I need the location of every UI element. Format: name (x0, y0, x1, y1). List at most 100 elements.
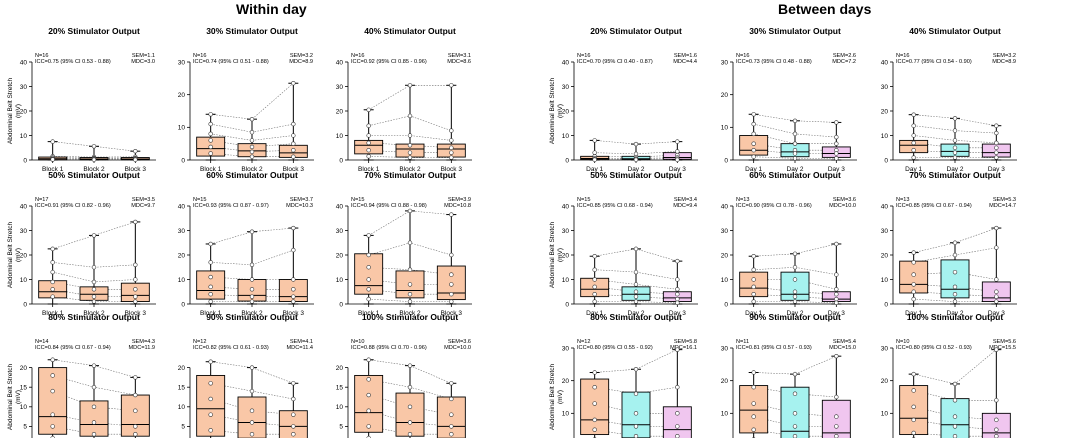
data-point (751, 385, 756, 390)
data-point (208, 412, 213, 417)
data-point (633, 269, 639, 275)
data-point (751, 121, 756, 127)
x-tick-label: Day 3 (669, 310, 686, 317)
data-point (208, 274, 213, 280)
data-point (50, 279, 55, 285)
data-point (208, 151, 213, 156)
data-point (592, 267, 597, 272)
data-point (675, 258, 680, 264)
data-point (834, 414, 839, 419)
data-point (366, 377, 371, 382)
y-axis-unit: (mV) (557, 248, 564, 262)
data-point (249, 154, 255, 159)
panel-title: 40% Stimulator Output (909, 26, 1001, 36)
panel-n: N=16 (577, 53, 591, 59)
data-point (208, 131, 213, 137)
panel-title: 70% Stimulator Output (364, 170, 456, 180)
panel-sem: SEM=3.4 (674, 197, 697, 203)
y-tick-label: 20 (881, 108, 889, 115)
data-point (834, 272, 839, 277)
data-point (291, 381, 296, 386)
y-axis-label: Abdominal Belt Stretch (549, 78, 556, 145)
data-point (407, 299, 413, 304)
data-point (407, 208, 413, 214)
y-tick-label: 40 (178, 203, 186, 210)
data-point (133, 424, 138, 429)
data-point (449, 282, 454, 287)
data-point (751, 131, 756, 137)
data-point (994, 130, 999, 136)
data-point (407, 420, 413, 425)
panel-mdc: MDC=11.4 (287, 345, 313, 351)
y-tick-label: 30 (881, 345, 889, 352)
panel-n: N=10 (351, 339, 365, 345)
y-tick-label: 30 (20, 84, 28, 91)
data-point (366, 287, 371, 292)
data-point (792, 424, 798, 429)
data-point (792, 141, 798, 146)
y-tick-label: 10 (562, 133, 570, 140)
data-point (249, 130, 255, 135)
data-point (291, 148, 296, 153)
panel-title: 100% Stimulator Output (362, 312, 459, 322)
panel-icc: ICC=0.80 (95% CI 0.52 - 0.93) (896, 345, 972, 351)
data-point (249, 138, 255, 143)
data-point (91, 363, 97, 368)
panel-sem: SEM=3.1 (448, 53, 471, 59)
x-tick-label: Block 2 (83, 166, 105, 173)
data-point (911, 296, 916, 302)
data-point (834, 296, 839, 302)
data-point (592, 157, 597, 162)
panel-icc: ICC=0.90 (95% CI 0.78 - 0.96) (736, 203, 812, 209)
x-tick-label: Day 1 (745, 166, 762, 173)
y-tick-label: 10 (336, 404, 344, 411)
data-point (91, 385, 97, 390)
panel-title: 30% Stimulator Output (206, 26, 298, 36)
data-point (792, 251, 798, 256)
panel-sem: SEM=3.5 (132, 197, 155, 203)
data-point (91, 420, 97, 425)
data-point (994, 427, 999, 432)
data-point (407, 155, 413, 160)
data-point (633, 411, 639, 416)
y-tick-label: 0 (565, 301, 569, 308)
y-tick-label: 30 (336, 228, 344, 235)
panel-mdc: MDC=10.3 (286, 203, 313, 209)
data-point (675, 434, 680, 438)
y-tick-label: 30 (721, 345, 729, 352)
data-point (994, 417, 999, 423)
data-point (952, 398, 958, 403)
data-point (291, 141, 296, 146)
data-point (249, 229, 255, 234)
data-point (911, 430, 916, 436)
y-axis-unit: (mV) (15, 248, 22, 262)
panel-sem: SEM=3.2 (993, 53, 1016, 59)
data-point (633, 367, 639, 372)
data-point (133, 432, 138, 437)
data-point (91, 279, 97, 285)
data-point (407, 133, 413, 138)
panel-title: 20% Stimulator Output (48, 26, 140, 36)
data-point (751, 277, 756, 282)
data-point (952, 252, 958, 258)
panel-title: 100% Stimulator Output (907, 312, 1004, 322)
panel-icc: ICC=0.70 (95% CI 0.40 - 0.87) (577, 59, 653, 65)
participant-line (210, 361, 294, 384)
data-point (834, 134, 839, 140)
panel-icc: ICC=0.77 (95% CI 0.54 - 0.90) (896, 59, 972, 65)
data-point (407, 385, 413, 390)
data-point (751, 292, 756, 297)
data-point (291, 154, 296, 159)
panel-mdc: MDC=14.7 (989, 203, 1016, 209)
data-point (208, 144, 213, 150)
data-point (952, 269, 958, 275)
data-point (407, 113, 413, 119)
data-point (50, 287, 55, 292)
y-tick-label: 40 (881, 59, 889, 66)
box-body (395, 392, 425, 437)
data-point (407, 432, 413, 437)
data-point (952, 299, 958, 304)
data-point (911, 272, 916, 277)
